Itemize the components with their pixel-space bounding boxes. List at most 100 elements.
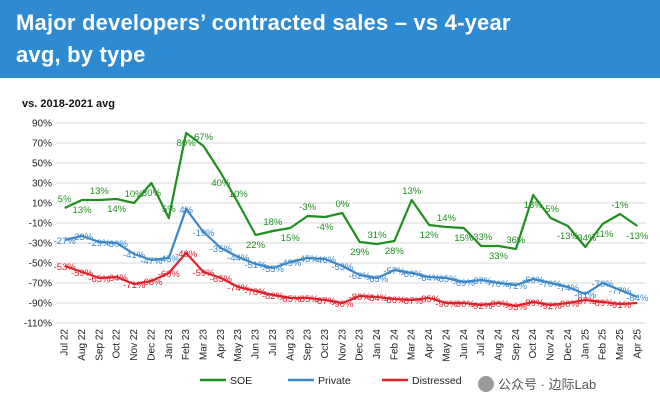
x-tick-label: Nov 23 (337, 329, 348, 361)
chart-title-line-2: avg, by type (16, 42, 146, 67)
data-label: -90% (435, 299, 458, 310)
data-label: 5% (162, 204, 176, 215)
data-label: -89% (592, 298, 615, 309)
x-tick-label: Mar 25 (615, 329, 626, 361)
data-label: -13% (626, 231, 649, 242)
data-label: -53% (54, 262, 77, 273)
data-label: 14% (437, 213, 457, 224)
data-label: -23% (71, 232, 94, 243)
x-tick-label: Jun 24 (459, 329, 470, 359)
x-tick-label: Jan 25 (580, 329, 591, 359)
data-label: -84% (366, 293, 389, 304)
data-label: -65% (88, 274, 111, 285)
data-label: 18% (263, 217, 283, 228)
y-tick-label: 70% (32, 139, 52, 150)
x-tick-label: Sep 22 (94, 329, 105, 361)
y-tick-label: 50% (32, 159, 52, 170)
series-line-private (64, 207, 638, 299)
data-label: -35% (210, 244, 233, 255)
data-label: 14% (107, 204, 127, 215)
title-banner: Major developers’ contracted sales – vs … (0, 0, 660, 78)
data-label: -1% (612, 200, 629, 211)
data-label: -30% (106, 239, 129, 250)
y-tick-label: -10% (29, 219, 52, 230)
data-label: 28% (385, 246, 405, 257)
x-tick-label: Nov 24 (546, 329, 557, 361)
y-tick-label: -50% (29, 259, 52, 270)
x-tick-label: Feb 24 (389, 329, 400, 361)
data-label: 4% (179, 205, 193, 216)
data-label: -65% (366, 274, 389, 285)
data-label: -3% (299, 202, 316, 213)
data-label: 12% (420, 230, 440, 241)
data-label: -82% (262, 291, 285, 302)
data-label: -49% (279, 258, 302, 269)
data-label: -90% (453, 299, 476, 310)
chart-title-line-1: Major developers’ contracted sales – vs … (16, 10, 511, 35)
data-label: 13% (402, 186, 422, 197)
y-tick-label: 10% (32, 199, 52, 210)
data-label: -64% (106, 273, 129, 284)
data-label: -84% (626, 293, 649, 304)
watermark: 公众号 · 边际Lab (478, 374, 596, 393)
data-label: 80% (177, 138, 197, 149)
x-tick-label: Feb 23 (181, 329, 192, 361)
data-label: -70% (592, 279, 615, 290)
data-label: -87% (574, 296, 597, 307)
data-label: -45% (297, 254, 320, 265)
x-tick-label: Jun 23 (251, 329, 262, 359)
y-tick-label: 90% (32, 119, 52, 130)
x-tick-label: Sep 24 (511, 329, 522, 361)
data-label: 31% (368, 230, 388, 241)
data-label: 18% (524, 200, 544, 211)
x-tick-label: Oct 24 (528, 329, 539, 359)
watermark-text: 公众号 · 边际Lab (498, 377, 597, 392)
data-label: -74% (227, 283, 250, 294)
x-tick-label: Oct 23 (320, 329, 331, 359)
data-label: 13% (73, 205, 93, 216)
data-label: 15% (454, 233, 474, 244)
data-label: -85% (297, 294, 320, 305)
data-label: 22% (246, 240, 266, 251)
x-tick-label: Mar 24 (407, 329, 418, 361)
data-label: 0% (335, 199, 349, 210)
x-tick-label: Mar 23 (199, 329, 210, 361)
data-label: 5% (58, 194, 72, 205)
data-label: -92% (539, 301, 562, 312)
data-label: -29% (88, 238, 111, 249)
y-axis-subtitle: vs. 2018-2021 avg (22, 98, 115, 110)
data-label: -68% (140, 277, 163, 288)
data-label: -40% (175, 249, 198, 260)
data-label: -60% (401, 269, 424, 280)
data-label: -69% (453, 278, 476, 289)
data-label: -89% (522, 298, 545, 309)
data-label: -47% (140, 256, 163, 267)
x-tick-label: Jan 23 (164, 329, 175, 359)
y-tick-label: -70% (29, 279, 52, 290)
data-label: -5% (542, 204, 559, 215)
x-tick-label: Jan 24 (372, 329, 383, 359)
legend-label: Private (318, 375, 351, 387)
data-label: 33% (489, 251, 509, 262)
x-tick-label: May 23 (233, 329, 244, 362)
data-label: -51% (244, 260, 267, 271)
data-label: -70% (487, 279, 510, 290)
x-tick-label: Apr 25 (632, 329, 643, 359)
data-label: -46% (314, 255, 337, 266)
data-label: -90% (487, 299, 510, 310)
x-tick-label: Apr 23 (216, 329, 227, 359)
data-label: -83% (349, 292, 372, 303)
data-label: -60% (158, 269, 181, 280)
y-tick-label: -90% (29, 299, 52, 310)
data-label: -65% (435, 274, 458, 285)
x-tick-label: Nov 22 (129, 329, 140, 361)
data-label: -72% (505, 281, 528, 292)
data-label: -78% (244, 287, 267, 298)
data-label: -70% (539, 279, 562, 290)
data-label: -85% (279, 294, 302, 305)
data-label: -74% (557, 283, 580, 294)
x-tick-label: Apr 24 (424, 329, 435, 359)
data-label: 29% (350, 247, 370, 258)
x-tick-label: Dec 24 (563, 329, 574, 361)
data-label: 30% (142, 188, 162, 199)
